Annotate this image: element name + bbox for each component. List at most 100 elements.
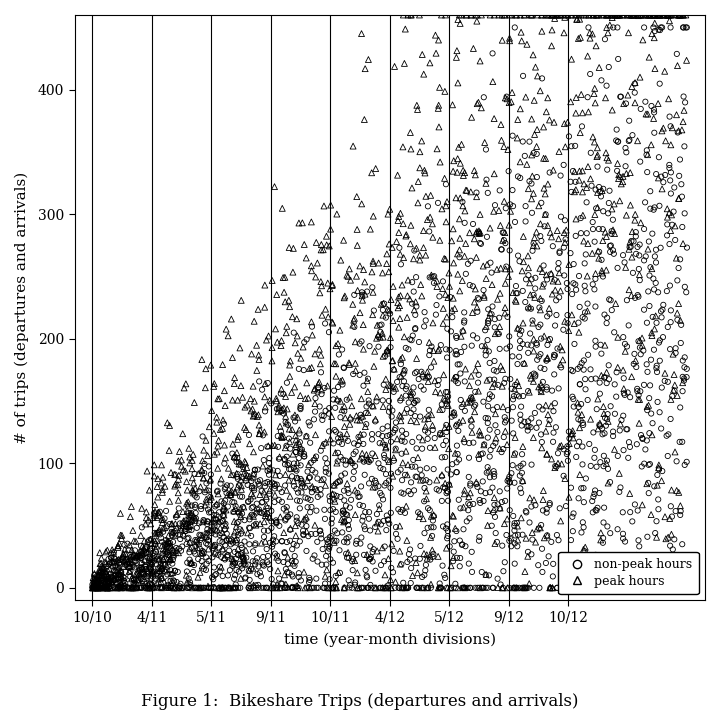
Point [535,428,546,440]
Point [289,463,301,474]
Point [634,239,645,251]
Point [606,203,618,215]
Point [487,482,498,493]
Point [411,99,423,111]
Point [192,572,204,583]
Point [351,487,363,499]
Point [154,582,166,593]
Point [440,343,451,355]
Point [127,582,139,593]
Point [264,457,275,469]
Point [546,231,557,243]
Point [188,510,199,522]
Point [246,502,258,513]
Point [472,582,483,593]
Point [602,9,613,21]
Point [144,485,156,496]
Point [149,499,161,510]
Point [132,575,144,586]
Point [675,9,686,21]
Point [140,556,151,567]
Point [146,578,158,590]
Point [637,433,649,445]
Point [312,382,324,393]
Point [330,447,341,459]
Point [432,379,444,391]
Point [130,582,142,593]
Point [341,428,353,440]
Point [551,529,562,541]
Point [665,9,676,21]
Point [539,220,550,232]
Point [256,537,267,549]
Point [156,477,167,489]
Point [659,582,670,593]
Point [418,384,429,395]
Point [489,322,500,333]
Point [215,424,226,436]
Point [605,528,616,539]
Point [513,582,525,593]
Point [423,410,434,422]
Point [652,9,663,21]
Point [416,443,428,454]
Point [437,283,449,294]
Point [587,131,598,143]
Point [643,400,654,411]
Point [449,410,460,421]
Point [665,166,677,178]
Point [282,581,293,593]
Point [372,320,383,331]
Point [595,339,606,351]
Point [652,396,663,408]
Point [484,451,495,462]
Point [229,451,240,462]
Point [485,307,496,318]
Point [112,582,124,593]
Point [624,241,635,253]
Point [471,251,482,263]
Point [648,204,660,215]
Point [624,487,636,499]
Point [635,103,647,114]
Point [181,538,192,549]
Point [364,525,376,536]
Point [242,479,253,490]
Point [437,276,449,287]
Point [513,250,524,261]
Point [551,461,562,472]
Point [254,474,266,486]
Point [426,269,437,281]
Point [578,578,590,590]
Point [459,341,470,353]
Point [97,582,109,593]
Point [202,516,214,527]
Point [298,448,310,459]
Point [361,454,373,466]
Point [332,456,343,467]
Point [115,567,127,578]
Point [152,553,163,564]
Point [126,544,138,556]
Point [289,582,301,593]
Point [447,166,459,177]
Point [512,521,523,532]
Point [240,475,252,487]
Point [137,541,148,552]
Point [471,191,482,202]
Point [258,531,270,543]
Point [205,469,217,480]
Point [338,405,350,417]
Point [309,483,320,495]
Point [322,582,333,593]
Point [662,212,673,223]
Point [167,582,179,593]
Point [337,505,348,516]
Point [358,438,369,450]
Point [177,529,189,541]
Point [329,525,341,536]
Point [150,546,161,557]
Point [603,155,614,166]
Point [366,400,378,412]
Point [172,566,184,577]
